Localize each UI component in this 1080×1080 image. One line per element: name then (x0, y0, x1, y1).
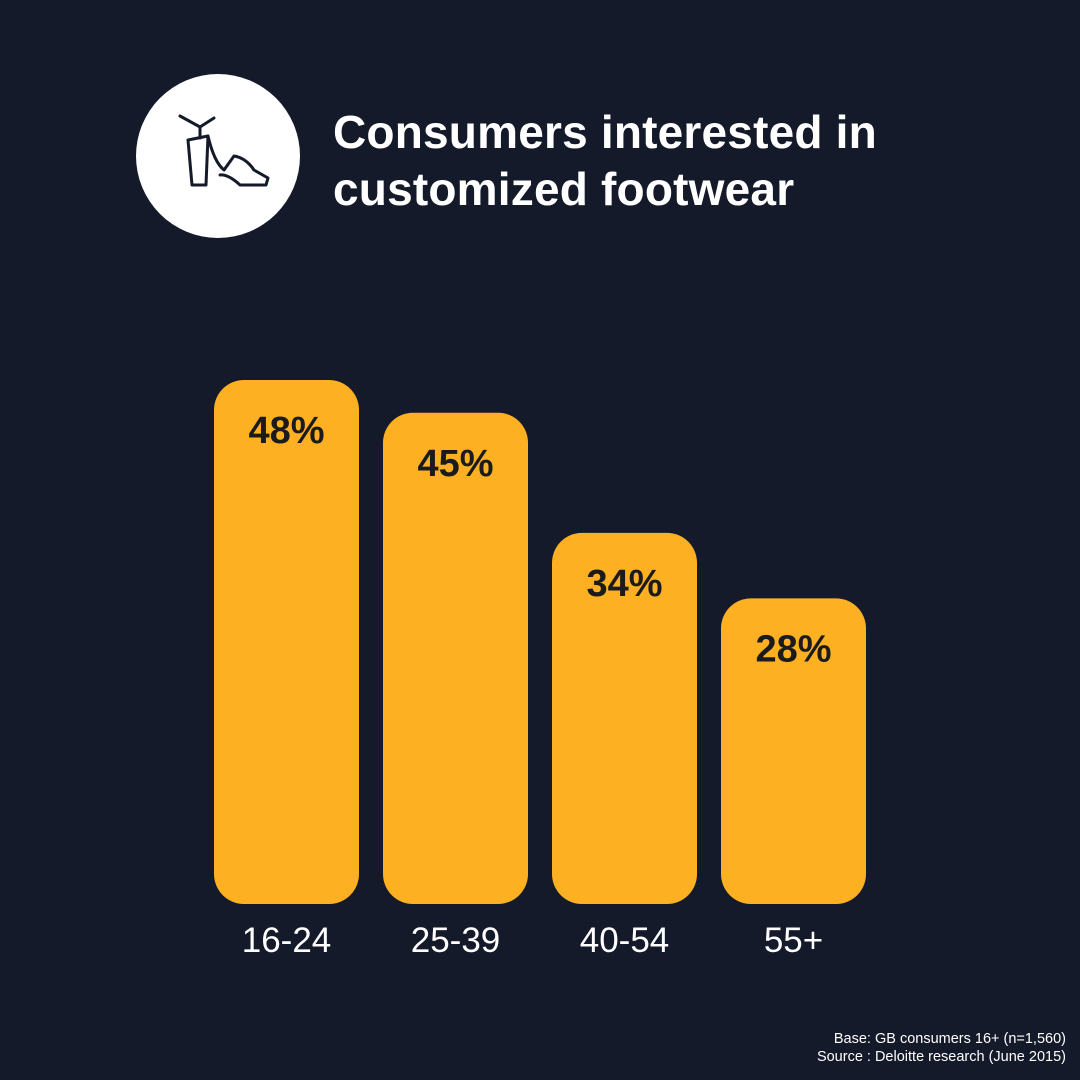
bar-25-39 (383, 412, 528, 904)
chart-title-line-2: customized footwear (333, 163, 795, 215)
bar-value-label: 45% (417, 443, 493, 485)
chart-title-line-1: Consumers interested in (333, 106, 877, 158)
bar-55+ (721, 598, 866, 904)
bar-40-54 (552, 532, 697, 904)
bar-value-label: 34% (586, 563, 662, 605)
x-tick-label: 16-24 (242, 921, 332, 960)
x-tick-label: 25-39 (411, 921, 501, 960)
icon-badge (136, 74, 300, 238)
footnote: Base: GB consumers 16+ (n=1,560) Source … (817, 1030, 1066, 1066)
x-tick-label: 55+ (764, 921, 823, 960)
chart-title: Consumers interested in customized footw… (333, 104, 1013, 218)
bar-value-label: 28% (755, 628, 831, 670)
high-heel-shoe-icon (178, 114, 270, 187)
bar-16-24 (214, 380, 359, 904)
footnote-source: Source : Deloitte research (June 2015) (816, 1049, 1066, 1065)
bar-value-label: 48% (248, 410, 324, 452)
x-tick-label: 40-54 (580, 921, 670, 960)
footnote-base: Base: GB consumers 16+ (n=1,560) (833, 1031, 1066, 1047)
